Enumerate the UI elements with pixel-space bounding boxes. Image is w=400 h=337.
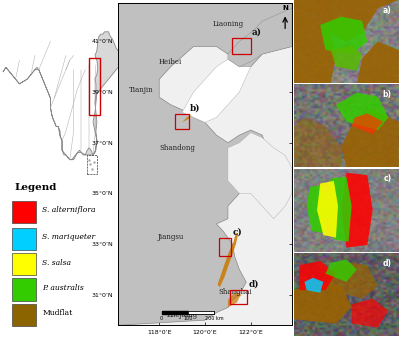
Text: c): c) [383,174,392,183]
Polygon shape [228,133,292,219]
Polygon shape [331,46,362,71]
Polygon shape [326,259,357,282]
Polygon shape [299,261,336,290]
Bar [12,278,36,301]
Text: 100: 100 [183,316,192,321]
Bar [12,253,36,275]
Text: P. australis: P. australis [42,284,84,292]
Text: 0: 0 [160,316,163,321]
Polygon shape [326,177,352,242]
Text: S. salsa: S. salsa [42,258,71,267]
Bar [12,201,36,223]
Bar [219,238,231,255]
Polygon shape [320,17,367,54]
Polygon shape [304,278,323,293]
Text: Tianjin: Tianjin [128,86,153,94]
Polygon shape [336,93,388,130]
Polygon shape [341,173,373,248]
Polygon shape [294,0,399,42]
Polygon shape [317,181,338,238]
Bar [175,114,189,129]
Bar [232,38,251,54]
Text: Liaoning: Liaoning [212,20,244,28]
Polygon shape [352,299,388,328]
Text: Shandong: Shandong [160,144,196,152]
Text: Zhejiang: Zhejiang [166,311,198,319]
Polygon shape [341,109,399,167]
Text: d): d) [382,258,392,268]
Bar [12,304,36,326]
Text: c): c) [232,227,242,237]
Polygon shape [306,185,328,234]
Polygon shape [182,115,191,122]
Text: N: N [282,5,288,11]
Text: Jiangsu: Jiangsu [158,233,184,241]
Polygon shape [118,3,292,325]
Polygon shape [228,8,292,67]
Text: Shanghai: Shanghai [218,288,252,296]
Bar [12,228,36,250]
Text: S. alterniflora: S. alterniflora [42,206,96,214]
Text: a): a) [252,27,262,36]
Text: d): d) [248,279,259,288]
Text: b): b) [382,90,392,99]
Polygon shape [228,292,242,307]
Polygon shape [294,118,341,167]
Bar [230,290,247,304]
Polygon shape [294,282,352,324]
Text: b): b) [190,103,201,112]
Bar [89,58,100,115]
Text: Legend: Legend [14,183,56,192]
Text: Heibei: Heibei [159,58,182,66]
Polygon shape [294,8,336,83]
Polygon shape [218,233,238,287]
Polygon shape [182,59,251,122]
Text: S. mariqueter: S. mariqueter [42,233,95,241]
Polygon shape [326,261,378,299]
Text: 200 km: 200 km [205,316,224,321]
Polygon shape [352,113,383,134]
Polygon shape [357,42,399,83]
Polygon shape [3,32,121,160]
Text: a): a) [383,6,392,15]
Text: Mudflat: Mudflat [42,309,72,317]
